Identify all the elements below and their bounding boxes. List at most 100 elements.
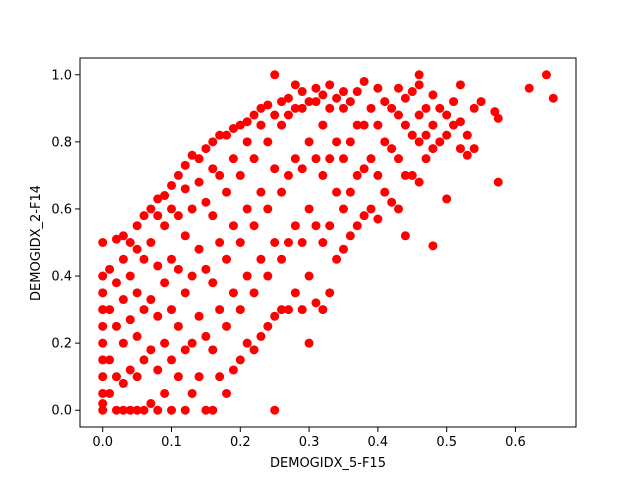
y-tick-label: 0.6	[51, 202, 72, 217]
data-point	[421, 103, 431, 113]
data-point	[304, 137, 314, 147]
data-point	[283, 110, 293, 120]
data-point	[201, 331, 211, 341]
data-point	[242, 204, 252, 214]
data-point	[235, 170, 245, 180]
data-point	[208, 137, 218, 147]
data-point	[242, 271, 252, 281]
data-point	[242, 117, 252, 127]
data-point	[428, 90, 438, 100]
data-point	[215, 170, 225, 180]
data-point	[98, 388, 108, 398]
data-point	[228, 154, 238, 164]
data-point	[187, 150, 197, 160]
data-point	[263, 100, 273, 110]
data-point	[249, 288, 259, 298]
data-point	[125, 365, 135, 375]
data-point	[455, 144, 465, 154]
y-tick-label: 0.4	[51, 270, 72, 285]
plot-frame	[79, 57, 577, 428]
data-point	[132, 372, 142, 382]
data-point	[332, 187, 342, 197]
data-point	[359, 211, 369, 221]
data-point	[98, 288, 108, 298]
data-point	[256, 187, 266, 197]
data-point	[98, 238, 108, 247]
data-point	[270, 311, 280, 321]
data-point	[256, 254, 266, 264]
x-tick-label: 0.1	[161, 435, 182, 450]
data-point	[277, 305, 287, 315]
data-point	[283, 170, 293, 180]
data-point	[153, 405, 163, 415]
data-point	[201, 405, 211, 415]
data-point	[352, 120, 362, 130]
data-point	[228, 288, 238, 298]
data-point	[208, 405, 218, 415]
data-point	[98, 271, 108, 281]
data-point	[414, 80, 424, 90]
data-point	[338, 204, 348, 214]
data-point	[256, 120, 266, 130]
data-point	[290, 103, 300, 113]
data-point	[146, 345, 156, 355]
data-point	[290, 80, 300, 90]
data-point	[153, 311, 163, 321]
data-point	[428, 120, 438, 130]
data-point	[180, 160, 190, 170]
data-point	[180, 184, 190, 194]
data-point	[194, 154, 204, 164]
data-point	[325, 288, 335, 298]
data-point	[263, 204, 273, 214]
data-point	[132, 221, 142, 231]
data-point	[125, 405, 135, 415]
x-tick-label: 0.0	[92, 435, 113, 450]
data-point	[414, 177, 424, 187]
data-point	[373, 214, 383, 224]
data-point	[311, 97, 321, 107]
data-point	[414, 70, 424, 80]
data-point	[235, 238, 245, 247]
data-point	[180, 405, 190, 415]
data-point	[345, 137, 355, 147]
data-point	[373, 170, 383, 180]
data-point	[352, 221, 362, 231]
data-point	[449, 97, 459, 107]
data-point	[208, 278, 218, 288]
axes-layer: 0.0 0.1 0.2 0.3 0.4 0.5 0.6 0.0 0.2 0.4 0.6 0.8 1.0	[51, 57, 577, 450]
data-point	[111, 321, 121, 331]
data-point	[194, 177, 204, 187]
data-point	[352, 170, 362, 180]
data-point	[366, 103, 376, 113]
data-point	[373, 83, 383, 93]
data-point	[325, 80, 335, 90]
data-point	[332, 254, 342, 264]
data-point	[160, 388, 170, 398]
data-point	[167, 254, 176, 264]
data-point	[125, 271, 135, 281]
data-point	[194, 311, 204, 321]
x-tick-label: 0.2	[230, 435, 251, 450]
data-point	[304, 338, 314, 348]
data-point	[215, 305, 225, 315]
data-point	[449, 120, 459, 130]
data-point	[215, 372, 225, 382]
data-point	[105, 264, 115, 274]
data-point	[304, 97, 314, 107]
data-point	[167, 204, 176, 214]
data-point	[215, 238, 225, 247]
data-point	[380, 97, 390, 107]
data-point	[338, 87, 348, 97]
data-point	[380, 187, 390, 197]
data-point	[263, 271, 273, 281]
data-point	[469, 103, 479, 113]
data-point	[139, 305, 149, 315]
data-point	[283, 238, 293, 247]
data-point	[400, 231, 410, 241]
data-point	[297, 87, 307, 97]
data-point	[387, 144, 397, 154]
data-point	[249, 110, 259, 120]
data-point	[387, 103, 397, 113]
data-point	[111, 405, 121, 415]
data-point	[153, 194, 163, 204]
